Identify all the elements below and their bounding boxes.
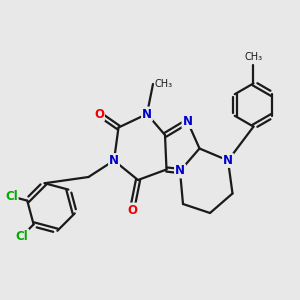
- Text: CH₃: CH₃: [244, 52, 262, 62]
- Text: N: N: [175, 164, 185, 178]
- Text: O: O: [94, 107, 104, 121]
- Text: N: N: [182, 115, 193, 128]
- Text: N: N: [142, 107, 152, 121]
- Text: CH₃: CH₃: [154, 79, 172, 89]
- Text: Cl: Cl: [5, 190, 18, 203]
- Text: N: N: [109, 154, 119, 167]
- Text: O: O: [127, 203, 137, 217]
- Text: N: N: [223, 154, 233, 167]
- Text: Cl: Cl: [16, 230, 28, 243]
